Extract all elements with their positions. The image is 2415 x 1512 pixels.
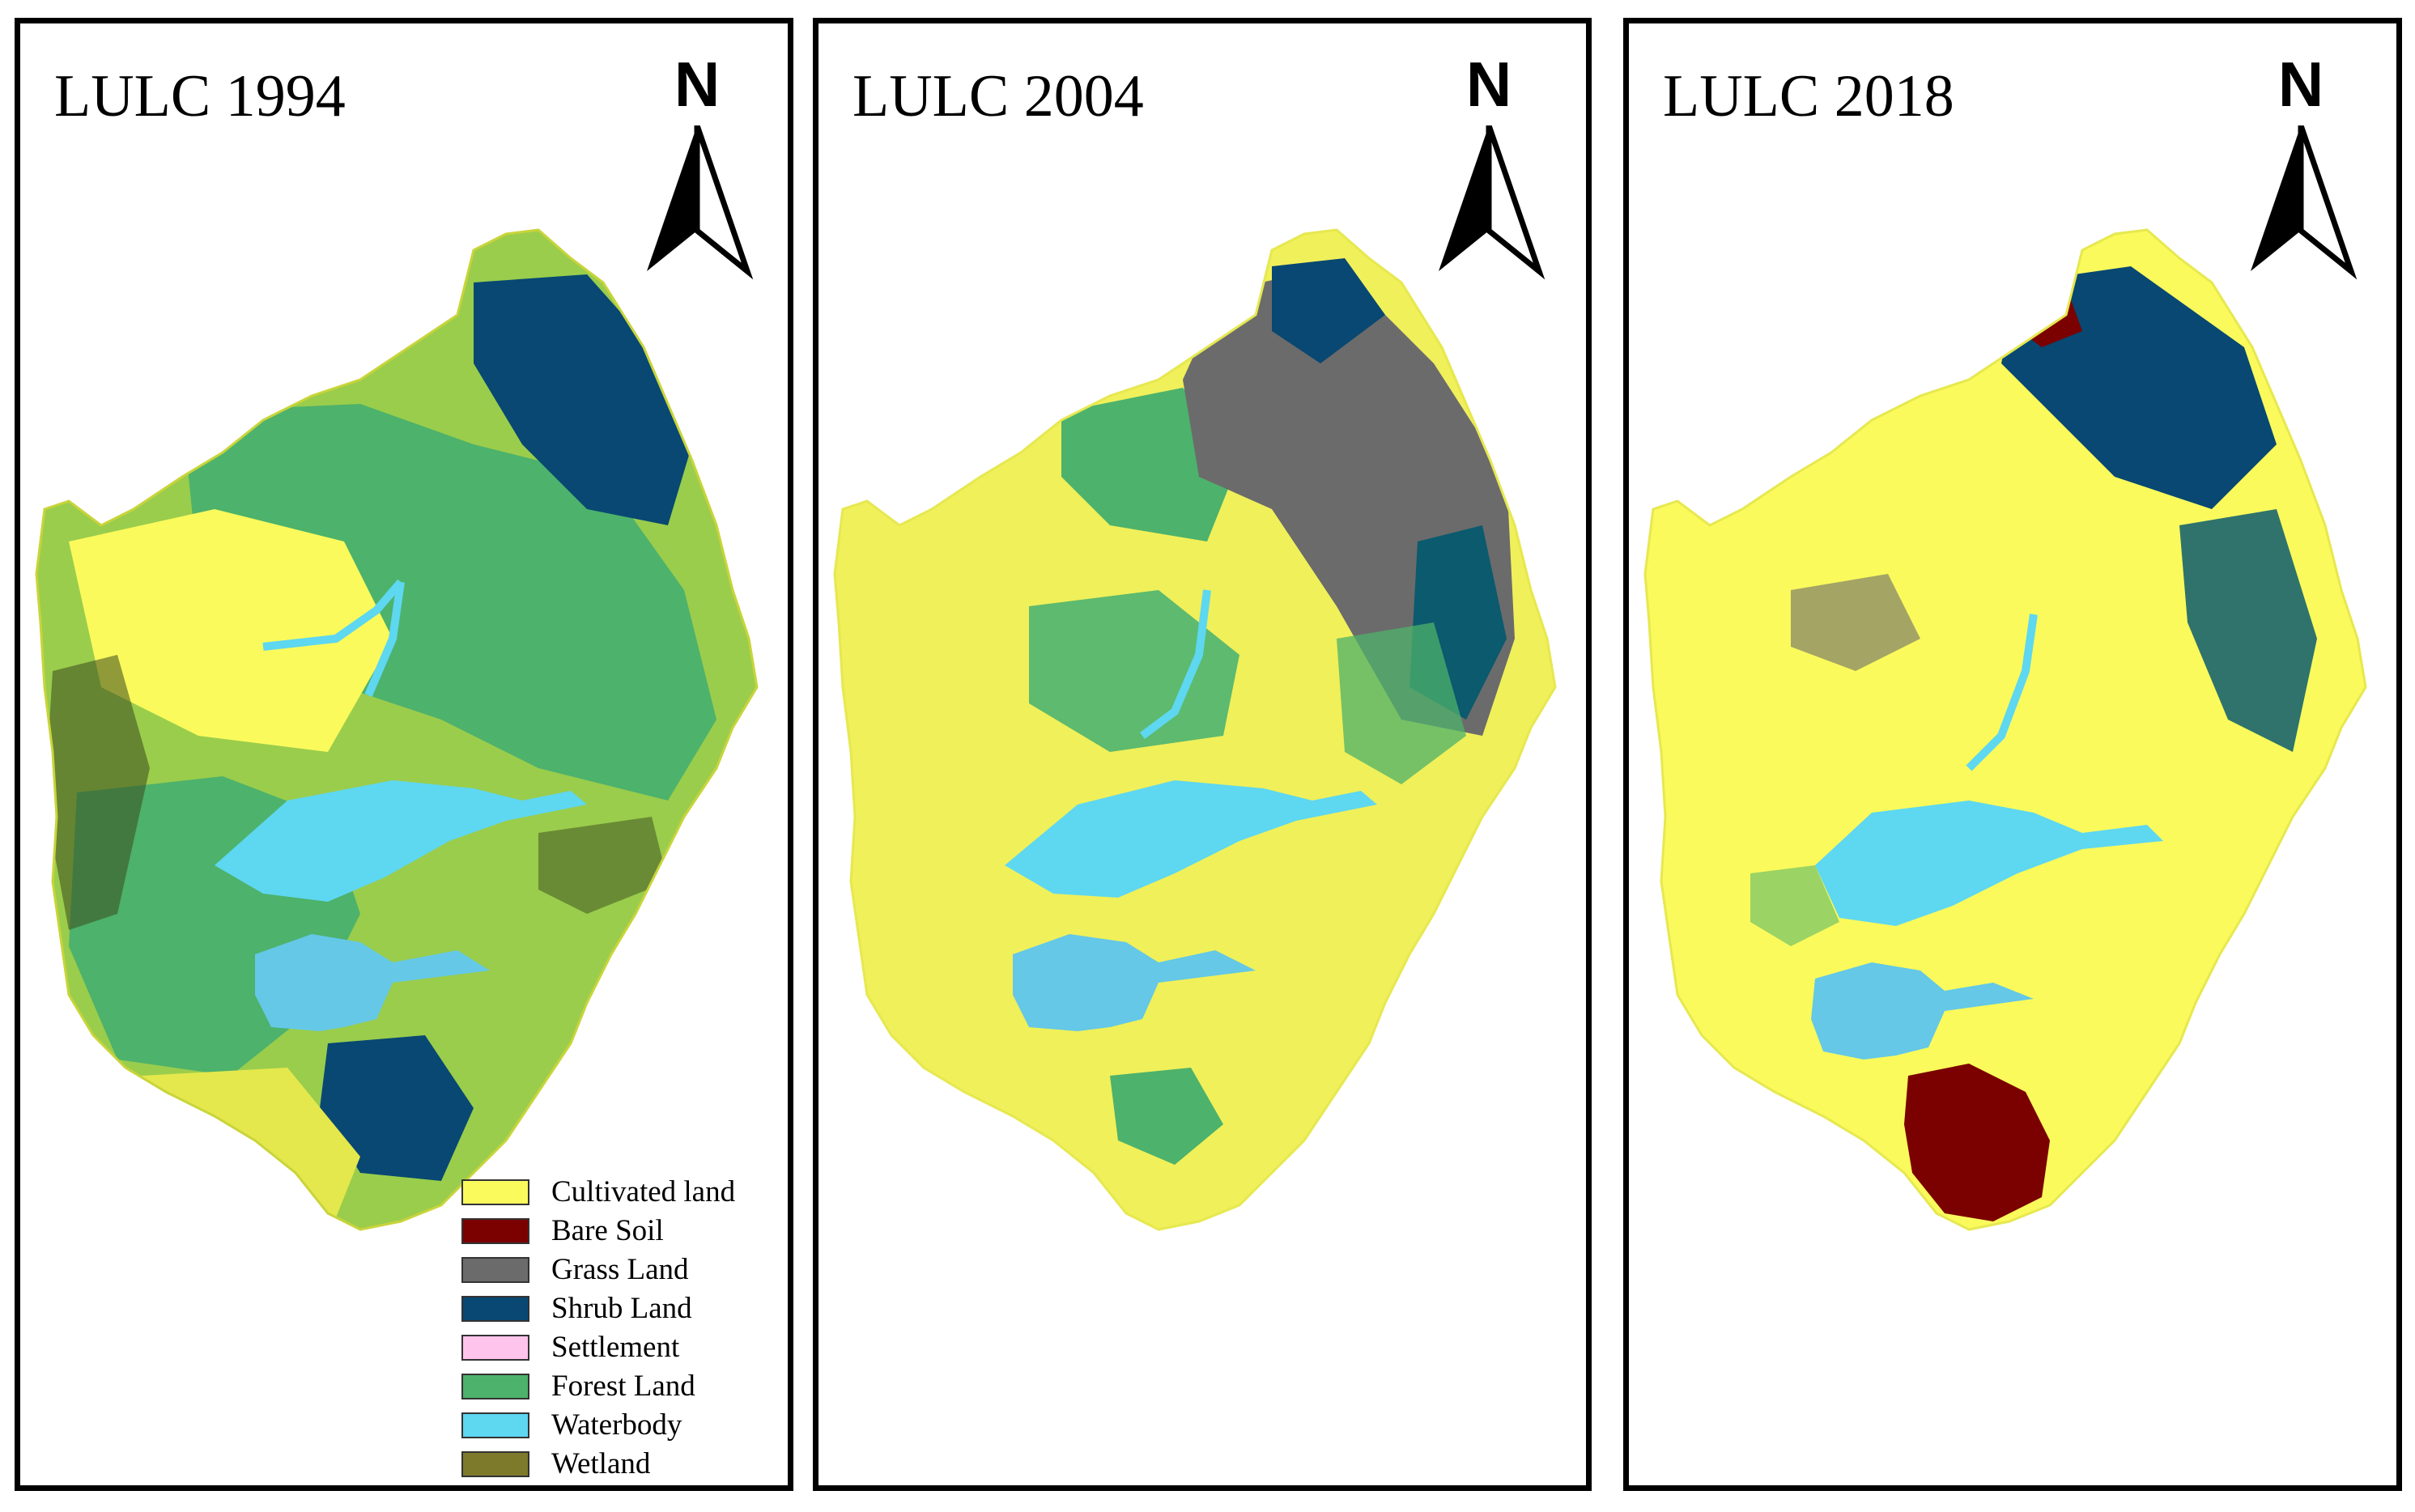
legend-swatch xyxy=(461,1218,529,1244)
north-letter: N xyxy=(2277,49,2324,120)
grass-land-region xyxy=(1791,574,1920,671)
legend-label: Bare Soil xyxy=(551,1214,664,1247)
map-panel-2004: LULC 2004 N xyxy=(813,18,1592,1491)
waterbody-region xyxy=(1815,801,2163,926)
legend-swatch xyxy=(461,1257,529,1283)
north-arrow: N xyxy=(632,53,762,295)
legend-label: Grass Land xyxy=(551,1253,689,1286)
north-letter: N xyxy=(674,49,721,120)
forest-land-region xyxy=(1110,1068,1223,1165)
waterbody-region xyxy=(1966,614,2038,771)
lulc-map-2018 xyxy=(1643,228,2367,1231)
bare-soil-region xyxy=(1904,1064,2050,1221)
waterbody-region xyxy=(1140,589,1211,739)
cultivated-land-region xyxy=(69,509,393,752)
north-arrow-icon xyxy=(647,125,754,280)
shrub-land-region xyxy=(320,1035,474,1181)
wetland-region xyxy=(538,817,668,914)
waterbody-region xyxy=(1005,780,1377,898)
legend-label: Cultivated land xyxy=(551,1175,736,1208)
waterbody-region xyxy=(255,934,490,1031)
map-title: LULC 2018 xyxy=(1663,63,1954,130)
legend-label: Settlement xyxy=(551,1331,680,1364)
legend-swatch xyxy=(461,1412,529,1438)
map-panel-2018: LULC 2018 N xyxy=(1623,18,2402,1491)
map-title: LULC 2004 xyxy=(852,63,1144,130)
study-area-outline xyxy=(35,228,759,1231)
waterbody-region xyxy=(215,780,587,902)
legend-swatch xyxy=(461,1374,529,1399)
lulc-map-1994 xyxy=(35,228,759,1231)
forest-land-region xyxy=(1337,622,1466,784)
map-panel-1994: LULC 1994 N Cultivated land Bare Soil Gras… xyxy=(15,18,793,1491)
legend-label: Shrub Land xyxy=(551,1292,692,1325)
legend-label: Wetland xyxy=(551,1447,651,1480)
lulc-map-2004 xyxy=(833,228,1557,1231)
forest-land-region xyxy=(1029,590,1239,752)
legend-swatch xyxy=(461,1451,529,1477)
shrub-land-region xyxy=(1272,258,1385,363)
waterbody-region xyxy=(1811,962,2034,1060)
north-arrow-icon xyxy=(2251,125,2358,280)
forest-land-region xyxy=(1750,865,1839,946)
north-arrow-icon xyxy=(1439,125,1546,280)
shrub-land-region xyxy=(2179,509,2317,752)
legend-label: Waterbody xyxy=(551,1408,682,1442)
waterbody-region xyxy=(1013,934,1256,1031)
north-letter: N xyxy=(1465,49,1512,120)
study-area-outline xyxy=(1643,228,2367,1231)
legend-swatch xyxy=(461,1179,529,1205)
waterbody-region xyxy=(262,579,405,697)
legend-swatch xyxy=(461,1335,529,1361)
north-arrow: N xyxy=(2236,53,2366,295)
legend-swatch xyxy=(461,1296,529,1322)
legend-label: Forest Land xyxy=(551,1370,695,1403)
study-area-outline xyxy=(833,228,1557,1231)
map-title: LULC 1994 xyxy=(54,63,346,130)
wetland-region xyxy=(45,655,150,930)
north-arrow: N xyxy=(1424,53,1554,295)
